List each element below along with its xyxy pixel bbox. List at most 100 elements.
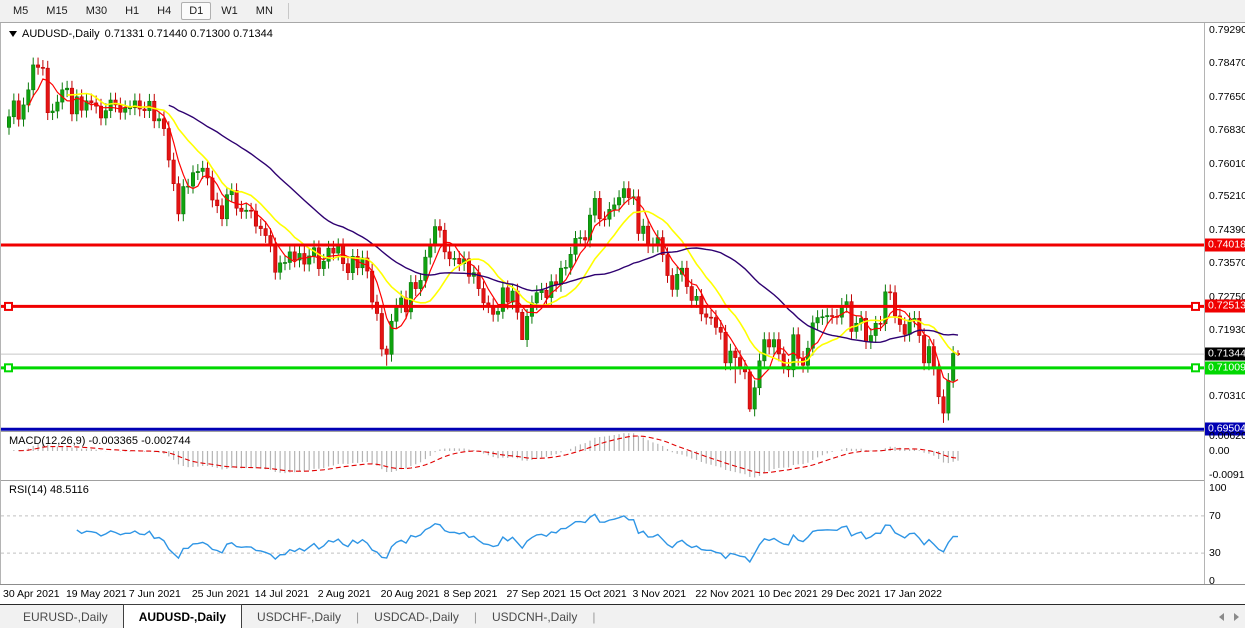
candle [709, 309, 714, 325]
tab-usdchf[interactable]: USDCHF-,Daily [257, 609, 342, 624]
candles-layer [7, 57, 960, 423]
candle [897, 308, 902, 332]
candle [292, 244, 297, 268]
candle [244, 202, 249, 219]
candle [176, 176, 181, 222]
line-handle[interactable] [1191, 363, 1200, 373]
candle [307, 248, 312, 272]
candle [868, 328, 873, 349]
axis-price-label: 0.71930 [1209, 324, 1245, 337]
timeframe-button-h1[interactable]: H1 [125, 5, 140, 17]
rsi-axis-label: 100 [1209, 482, 1227, 494]
rsi-line [76, 513, 959, 564]
candle [796, 327, 801, 366]
candle [36, 57, 41, 75]
tab-scroll-right-icon[interactable] [1234, 613, 1239, 621]
chart-plot[interactable] [1, 23, 1204, 584]
price-axis[interactable]: 0.79290 0.78470 0.77650 0.76830 0.76010 0.752… [1204, 23, 1245, 584]
axis-price-label: 0.76010 [1209, 157, 1245, 170]
candle [588, 207, 593, 248]
candle [767, 332, 772, 355]
candle [655, 230, 660, 253]
axis-price-label: 0.72750 [1209, 290, 1245, 303]
candle [152, 93, 157, 129]
candle [704, 306, 709, 325]
candle [675, 266, 680, 297]
date-label: 27 Sep 2021 [506, 588, 567, 600]
candle [7, 109, 12, 135]
axis-price-label: 0.76830 [1209, 124, 1245, 137]
timeframe-button-m30[interactable]: M30 [85, 5, 108, 17]
timeframe-button-m5[interactable]: M5 [13, 5, 29, 17]
candle [31, 57, 36, 98]
timeframe-button-w1[interactable]: W1 [221, 5, 238, 17]
candle [617, 190, 622, 213]
chart-symbol-label: AUDUSD-,Daily [22, 28, 100, 40]
candle [486, 295, 491, 314]
rsi-indicator-label: RSI(14) 48.5116 [9, 484, 89, 496]
chart-dropdown-icon[interactable] [9, 31, 17, 37]
candle [103, 103, 108, 126]
candle [40, 60, 45, 76]
candle [45, 60, 50, 121]
timeframe-button-m15[interactable]: M15 [46, 5, 68, 17]
hline-price-tag: 0.71009 [1205, 361, 1245, 375]
candle [137, 93, 142, 117]
candle [215, 192, 220, 214]
candle [50, 103, 55, 121]
candle [282, 255, 287, 271]
tab-usdcad[interactable]: USDCAD-,Daily [374, 609, 459, 624]
timeframe-button-mn[interactable]: MN [255, 5, 273, 17]
candle [733, 347, 738, 384]
candle [437, 219, 442, 238]
axis-price-label: 0.74390 [1209, 223, 1245, 236]
tab-separator: | [592, 609, 596, 624]
tab-audusd[interactable]: AUDUSD-,Daily [122, 604, 243, 628]
candle [350, 248, 355, 281]
candle [55, 94, 60, 119]
chart-ohlc-values: 0.71331 0.71440 0.71300 0.71344 [104, 28, 273, 40]
candle [287, 244, 292, 270]
date-label: 2 Aug 2021 [317, 588, 371, 600]
axis-price-label: 0.78470 [1209, 57, 1245, 70]
candle [249, 202, 254, 219]
candle [597, 191, 602, 227]
candle [718, 320, 723, 340]
ma-fast-line [27, 78, 959, 384]
chart-canvas[interactable]: AUDUSD-,Daily 0.71331 0.71440 0.71300 0.… [0, 23, 1204, 584]
candle [665, 247, 670, 283]
candle [747, 368, 752, 412]
macd-axis-zero: 0.00 [1209, 445, 1230, 457]
chart-title: AUDUSD-,Daily 0.71331 0.71440 0.71300 0.… [9, 28, 273, 40]
line-handle[interactable] [1191, 301, 1200, 311]
candle [544, 282, 549, 305]
candle [888, 284, 893, 301]
tab-scroll-left-icon[interactable] [1219, 613, 1224, 621]
tab-separator: | [473, 609, 477, 624]
tab-eurusd[interactable]: EURUSD-,Daily [23, 609, 108, 624]
candle [621, 181, 626, 205]
candle [210, 170, 215, 208]
timeframe-button-d1[interactable]: D1 [181, 2, 212, 20]
date-label: 30 Apr 2021 [3, 588, 60, 600]
candle [229, 183, 234, 203]
candle [89, 93, 94, 111]
candle [563, 260, 568, 276]
hline-price-tag: 0.72513 [1205, 299, 1245, 313]
candle [26, 82, 31, 113]
time-axis[interactable]: 30 Apr 2021 19 May 2021 7 Jun 2021 25 Jun 2… [0, 584, 1245, 604]
tab-usdcnh[interactable]: USDCNH-,Daily [491, 609, 578, 624]
timeframe-button-h4[interactable]: H4 [157, 5, 172, 17]
candle [525, 308, 530, 347]
line-handle[interactable] [4, 363, 13, 373]
candle [181, 179, 186, 222]
candle [592, 191, 597, 223]
candle [433, 219, 438, 254]
line-handle[interactable] [4, 301, 13, 311]
candle [772, 332, 777, 355]
candle [224, 187, 229, 227]
candle [21, 97, 26, 127]
axis-price-label: 0.70310 [1209, 390, 1245, 403]
tab-separator: | [356, 609, 360, 624]
axis-price-label: 0.75210 [1209, 190, 1245, 203]
